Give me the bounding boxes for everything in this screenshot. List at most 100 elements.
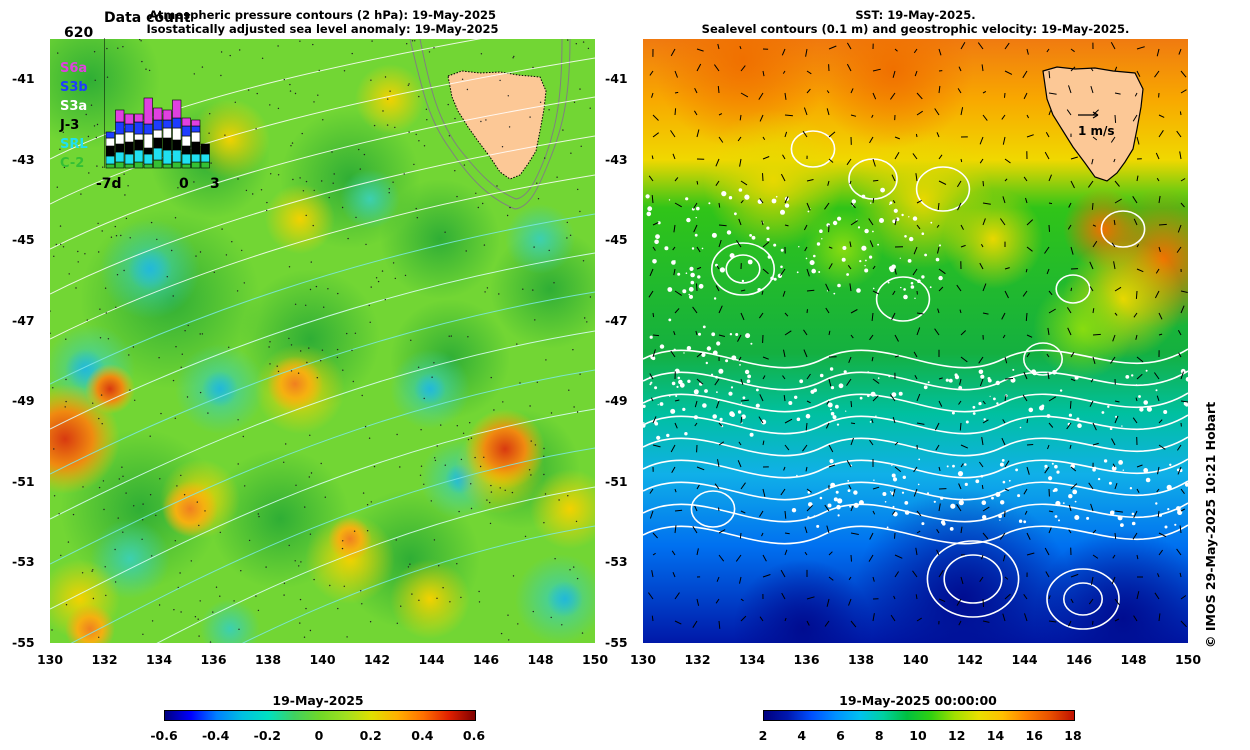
inset-x-label-zero: 0 xyxy=(179,176,189,192)
velocity-arrow xyxy=(806,70,812,75)
velocity-arrow xyxy=(652,532,658,539)
velocity-arrow xyxy=(850,202,856,209)
track-dot xyxy=(493,409,495,411)
velocity-arrow xyxy=(1090,378,1094,383)
velocity-arrow xyxy=(960,224,964,230)
left-lon-tick: 134 xyxy=(145,652,173,667)
track-dot xyxy=(420,429,422,431)
track-dot xyxy=(450,335,452,337)
velocity-arrow xyxy=(914,70,918,77)
track-dot xyxy=(308,476,310,478)
velocity-arrow xyxy=(1087,180,1094,188)
velocity-arrow xyxy=(982,419,989,424)
cloud-pixel xyxy=(892,219,896,224)
cloud-pixel xyxy=(864,228,869,234)
sst-colorbar xyxy=(763,710,1075,721)
track-dot xyxy=(567,39,569,41)
velocity-arrow xyxy=(828,576,834,581)
velocity-arrow xyxy=(715,598,720,604)
track-dot xyxy=(96,123,99,126)
velocity-arrow xyxy=(1070,66,1076,72)
track-dot xyxy=(180,366,182,368)
velocity-arrow xyxy=(740,199,744,204)
velocity-arrow xyxy=(960,356,968,363)
velocity-arrow xyxy=(1004,576,1009,580)
track-dot xyxy=(582,260,585,262)
velocity-arrow xyxy=(1110,356,1116,364)
velocity-arrow xyxy=(1044,547,1050,556)
velocity-arrow xyxy=(1092,240,1098,248)
track-dot xyxy=(80,193,82,195)
track-dot xyxy=(221,228,223,230)
cloud-pixel xyxy=(686,346,692,351)
mission-s6a: S6a xyxy=(60,61,88,76)
velocity-arrow xyxy=(916,510,922,517)
velocity-arrow xyxy=(1176,130,1182,138)
track-dot xyxy=(321,180,323,182)
track-dot xyxy=(220,51,223,53)
velocity-arrow xyxy=(871,356,874,362)
track-dot xyxy=(99,337,102,339)
cloud-pixel xyxy=(1000,500,1005,505)
velocity-arrow xyxy=(761,290,764,295)
velocity-arrow xyxy=(762,173,764,182)
velocity-arrow xyxy=(916,110,923,116)
inset-bar-segment xyxy=(162,163,172,169)
velocity-arrow xyxy=(740,399,749,402)
velocity-arrow xyxy=(937,202,940,211)
cloud-pixel xyxy=(701,352,706,357)
inset-bar-segment xyxy=(134,161,144,169)
velocity-arrow xyxy=(1180,89,1187,94)
velocity-arrow xyxy=(696,378,704,385)
cloud-pixel xyxy=(993,397,996,401)
velocity-arrow xyxy=(872,198,875,204)
track-dot xyxy=(116,274,119,276)
cloud-pixel xyxy=(761,419,767,425)
track-dot xyxy=(528,469,531,471)
cloud-pixel xyxy=(1051,462,1054,465)
velocity-arrow xyxy=(912,570,918,578)
track-dot xyxy=(407,566,410,568)
cloud-pixel xyxy=(675,395,678,397)
track-dot xyxy=(141,60,143,63)
inset-bar-segment xyxy=(181,135,191,147)
sst-colorbar-ticks: 2 4 6 8 10 12 14 16 18 xyxy=(759,728,1082,744)
velocity-arrow xyxy=(979,158,984,164)
velocity-arrow xyxy=(1156,395,1160,402)
track-dot xyxy=(534,444,537,446)
velocity-arrow xyxy=(1179,151,1182,160)
velocity-arrow xyxy=(674,202,682,208)
track-dot xyxy=(482,202,484,205)
cloud-pixel xyxy=(873,479,875,481)
velocity-arrow xyxy=(848,356,852,363)
track-dot xyxy=(140,40,142,42)
velocity-arrow xyxy=(718,305,723,314)
mission-s3b: S3b xyxy=(60,80,88,95)
cloud-pixel xyxy=(1028,407,1034,413)
track-dot xyxy=(201,66,204,68)
track-dot xyxy=(580,145,582,147)
cloud-pixel xyxy=(704,389,708,393)
cloud-pixel xyxy=(940,520,946,525)
cloud-pixel xyxy=(742,396,746,400)
cloud-pixel xyxy=(964,463,967,466)
track-dot xyxy=(461,78,464,80)
cloud-pixel xyxy=(771,198,777,204)
velocity-arrow xyxy=(978,461,984,468)
velocity-arrow xyxy=(737,136,742,142)
velocity-arrow xyxy=(916,393,921,402)
velocity-arrow xyxy=(913,466,918,473)
left-title-line1: Atmospheric pressure contours (2 hPa): 1… xyxy=(149,8,496,22)
velocity-arrow xyxy=(1026,114,1030,119)
cloud-pixel xyxy=(696,206,700,211)
velocity-arrow xyxy=(872,613,875,622)
cloud-pixel xyxy=(921,275,925,279)
velocity-arrow xyxy=(1048,110,1052,116)
velocity-arrow xyxy=(692,526,698,534)
inset-bar-segment xyxy=(162,119,172,129)
cloud-pixel xyxy=(1086,516,1090,520)
track-dot xyxy=(548,249,550,252)
velocity-arrow xyxy=(894,218,897,226)
track-dot xyxy=(392,181,394,183)
track-dot xyxy=(107,338,110,340)
